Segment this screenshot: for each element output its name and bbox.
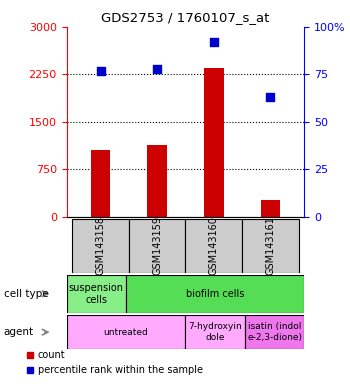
Bar [186, 315, 245, 349]
Bar [261, 200, 280, 217]
Point [211, 39, 217, 45]
Point [268, 94, 273, 100]
Text: isatin (indol
e-2,3-dione): isatin (indol e-2,3-dione) [247, 323, 302, 342]
Bar [91, 151, 110, 217]
Text: suspension
cells: suspension cells [69, 283, 124, 305]
Point [154, 66, 160, 72]
Text: agent: agent [4, 327, 34, 337]
Bar [66, 275, 126, 313]
Legend: count, percentile rank within the sample: count, percentile rank within the sample [22, 346, 207, 379]
Bar [245, 315, 304, 349]
Text: GSM143158: GSM143158 [96, 216, 105, 275]
Bar [204, 68, 224, 217]
Text: GSM143161: GSM143161 [266, 216, 275, 275]
Text: GSM143160: GSM143160 [209, 216, 219, 275]
Bar [242, 219, 299, 273]
Text: untreated: untreated [104, 328, 148, 337]
Bar [147, 146, 167, 217]
Bar [66, 315, 186, 349]
Text: cell type: cell type [4, 289, 48, 299]
Text: biofilm cells: biofilm cells [186, 289, 244, 299]
Title: GDS2753 / 1760107_s_at: GDS2753 / 1760107_s_at [101, 11, 270, 24]
Text: 7-hydroxyin
dole: 7-hydroxyin dole [188, 323, 242, 342]
Bar [129, 219, 186, 273]
Bar [186, 219, 242, 273]
Text: GSM143159: GSM143159 [152, 216, 162, 275]
Point [98, 68, 103, 74]
Bar [126, 275, 304, 313]
Bar [72, 219, 129, 273]
